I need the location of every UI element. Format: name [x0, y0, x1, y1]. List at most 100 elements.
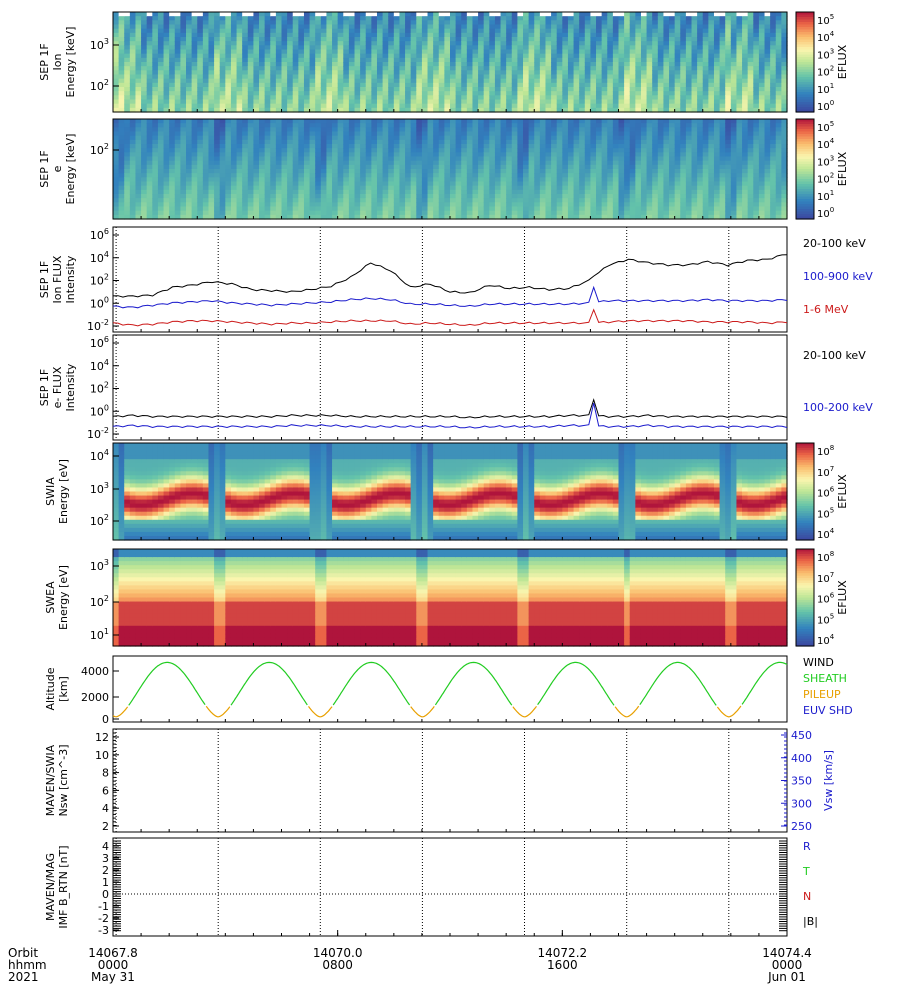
- spectrogram-cell: [315, 57, 322, 63]
- spectrogram-cell: [764, 32, 771, 38]
- spectrogram-cell: [214, 152, 221, 158]
- spectrogram-cell: [326, 32, 333, 38]
- spectrogram-cell: [303, 16, 311, 21]
- spectrogram-cell: [202, 70, 210, 76]
- spectrogram-cell: [410, 210, 417, 216]
- spectrogram-cell: [629, 24, 636, 30]
- spectrogram-cell: [163, 45, 170, 51]
- spectrogram-cell: [191, 156, 198, 162]
- spectrogram-cell: [253, 119, 260, 124]
- spectrogram-cell: [287, 82, 294, 88]
- spectrogram-cell: [365, 189, 372, 195]
- spectrogram-cell: [562, 206, 569, 212]
- spectrogram-cell: [393, 160, 401, 166]
- spectrogram-cell: [163, 82, 170, 88]
- spectrogram-cell: [275, 16, 283, 21]
- spectrogram-cell: [562, 148, 569, 153]
- spectrogram-cell: [489, 185, 496, 191]
- spectrogram-cell: [517, 49, 524, 55]
- spectrogram-cell: [539, 78, 547, 84]
- spectrogram-cell: [157, 62, 165, 67]
- spectrogram-cell: [506, 24, 513, 30]
- spectrogram-cell: [567, 78, 575, 84]
- spectrogram-cell: [455, 198, 462, 203]
- spectrogram-cell: [309, 131, 316, 137]
- spectrogram-cell: [371, 181, 378, 187]
- spectrogram-cell: [202, 45, 210, 51]
- spectrogram-cell: [208, 74, 215, 80]
- spectrogram-cell: [551, 135, 558, 141]
- spectrogram-cell: [416, 37, 423, 42]
- spectrogram-cell: [388, 32, 395, 38]
- spectrogram-cell: [635, 20, 642, 26]
- spectrogram-cell: [500, 123, 507, 128]
- spectrogram-cell: [208, 194, 215, 199]
- spectrogram-cell: [489, 91, 496, 96]
- spectrogram-cell: [405, 99, 412, 105]
- spectrogram-cell: [517, 160, 524, 166]
- spectrogram-cell: [399, 173, 406, 178]
- spectrogram-cell: [197, 139, 204, 145]
- spectrogram-cell: [214, 185, 221, 191]
- spectrogram-cell: [242, 210, 249, 216]
- spectrogram-cell: [590, 194, 597, 199]
- spectrogram-cell: [180, 127, 187, 133]
- spectrogram-cell: [298, 189, 305, 195]
- spectrogram-cell: [354, 32, 361, 38]
- spectrogram-cell: [354, 91, 361, 96]
- spectrogram-cell: [494, 53, 502, 59]
- spectrogram-cell: [450, 66, 457, 71]
- spectrogram-cell: [528, 123, 535, 128]
- spectrogram-cell: [180, 173, 187, 178]
- spectrogram-cell: [214, 95, 221, 101]
- spectrogram-cell: [264, 210, 271, 216]
- spectrogram-cell: [320, 177, 328, 183]
- spectrogram-cell: [264, 28, 271, 34]
- spectrogram-cell: [113, 24, 120, 30]
- spectrogram-cell: [770, 32, 777, 38]
- spectrogram-cell: [427, 164, 434, 170]
- spectrogram-cell: [118, 194, 125, 199]
- spectrogram-cell: [657, 12, 665, 17]
- spectrogram-cell: [247, 127, 255, 133]
- spectrogram-cell: [612, 41, 620, 46]
- spectrogram-cell: [427, 123, 434, 128]
- spectrogram-cell: [545, 181, 552, 187]
- spectrogram-cell: [573, 37, 580, 42]
- spectrogram-cell: [725, 87, 732, 92]
- spectrogram-cell: [135, 169, 142, 174]
- spectrogram-cell: [135, 181, 142, 187]
- spectrogram-cell: [382, 74, 389, 80]
- spectrogram-cell: [747, 16, 754, 21]
- spectrogram-cell: [567, 107, 575, 113]
- spectrogram-cell: [483, 16, 490, 21]
- spectrogram-cell: [405, 95, 412, 101]
- spectrogram-cell: [708, 32, 715, 38]
- spectrogram-cell: [708, 91, 715, 96]
- spectrogram-cell: [275, 82, 283, 88]
- spectrogram-cell: [562, 24, 569, 30]
- spectrogram-cell: [590, 41, 597, 46]
- spectrogram-cell: [169, 82, 176, 88]
- spectrogram-cell: [506, 181, 513, 187]
- spectrogram-cell: [466, 206, 474, 212]
- spectrogram-cell: [332, 202, 339, 208]
- spectrogram-cell: [427, 144, 434, 149]
- spectrogram-cell: [629, 20, 636, 26]
- spectrogram-cell: [461, 169, 468, 174]
- spectrogram-cell: [275, 202, 283, 208]
- spectrogram-cell: [534, 49, 541, 55]
- spectrogram-cell: [202, 16, 210, 21]
- spectrogram-cell: [382, 70, 389, 76]
- spectrogram-cell: [388, 91, 395, 96]
- spectrogram-cell: [523, 87, 530, 92]
- spectrogram-cell: [225, 173, 232, 178]
- spectrogram-cell: [287, 70, 294, 76]
- spectrogram-cell: [292, 49, 299, 55]
- spectrogram-cell: [433, 185, 440, 191]
- spectrogram-cell: [539, 139, 547, 145]
- spectrogram-cell: [208, 185, 215, 191]
- spectrogram-cell: [219, 74, 226, 80]
- spectrogram-cell: [169, 24, 176, 30]
- spectrogram-cell: [556, 152, 563, 158]
